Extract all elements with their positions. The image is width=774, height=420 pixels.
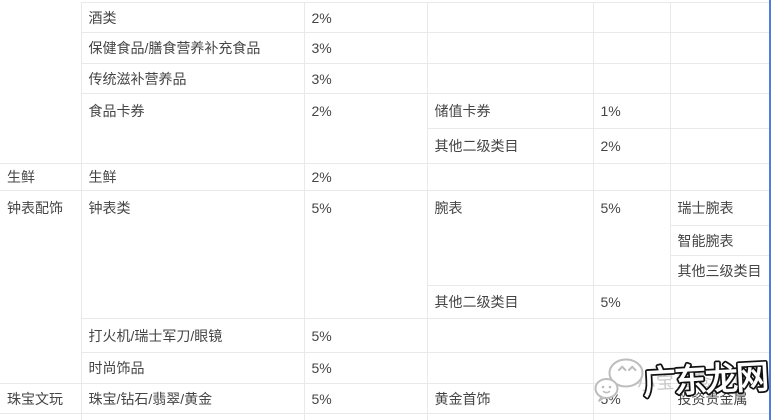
level2-rate-cell: 2% bbox=[303, 163, 428, 191]
level3-rate-cell: 5% bbox=[592, 383, 671, 414]
table-right-edge-line bbox=[769, 0, 771, 420]
table-row: 保健食品/膳食营养补充食品 3% bbox=[0, 32, 770, 64]
table-row-clipped bbox=[0, 413, 770, 420]
level3-name-cell: 其他二级类目 bbox=[426, 285, 594, 319]
table-row: 钟表配饰 钟表类 5% 腕表 5% 瑞士腕表 bbox=[0, 190, 770, 384]
level2-rate-cell: 3% bbox=[303, 63, 428, 94]
level3-name-cell: 储值卡券 bbox=[426, 93, 594, 129]
level2-name-cell: 保健食品/膳食营养补充食品 bbox=[80, 32, 305, 64]
level4-name-cell: 智能腕表 bbox=[669, 225, 770, 256]
table-row: 其他三级类目 bbox=[0, 255, 770, 286]
empty-cell bbox=[592, 163, 671, 191]
level2-name-cell: 打火机/瑞士军刀/眼镜 bbox=[80, 318, 305, 353]
level3-rate-cell: 1% bbox=[592, 93, 671, 129]
empty-cell bbox=[592, 32, 671, 64]
level1-name-cell: 珠宝文玩 bbox=[0, 383, 82, 414]
level2-rate-cell: 5% bbox=[303, 383, 428, 414]
empty-cell bbox=[669, 128, 770, 164]
empty-cell bbox=[592, 413, 671, 420]
empty-cell bbox=[669, 63, 770, 94]
empty-cell bbox=[426, 413, 594, 420]
empty-cell bbox=[426, 63, 594, 94]
level2-name-cell: 食品卡券 bbox=[80, 93, 305, 164]
empty-cell bbox=[0, 413, 82, 420]
level2-name-cell: 钟表类 bbox=[80, 190, 305, 319]
table-row: 酒类 2% bbox=[0, 2, 770, 164]
empty-cell bbox=[669, 318, 770, 353]
empty-cell bbox=[669, 352, 770, 384]
empty-cell bbox=[303, 413, 428, 420]
empty-cell bbox=[669, 2, 770, 33]
empty-cell bbox=[80, 413, 305, 420]
empty-cell bbox=[426, 318, 594, 353]
level4-name-cell: 其他三级类目 bbox=[669, 255, 770, 286]
level3-rate-cell: 5% bbox=[592, 190, 671, 286]
level2-name-cell: 时尚饰品 bbox=[80, 352, 305, 384]
empty-cell bbox=[669, 93, 770, 129]
level3-name-cell: 其他二级类目 bbox=[426, 128, 594, 164]
level3-rate-cell: 5% bbox=[592, 285, 671, 319]
table-row: 生鲜 生鲜 2% bbox=[0, 163, 770, 191]
level3-name-cell: 黄金首饰 bbox=[426, 383, 594, 414]
empty-cell bbox=[426, 32, 594, 64]
empty-cell bbox=[426, 163, 594, 191]
table-row: 传统滋补营养品 3% bbox=[0, 63, 770, 94]
empty-cell bbox=[669, 413, 770, 420]
level2-rate-cell: 2% bbox=[303, 2, 428, 33]
level2-name-cell: 酒类 bbox=[80, 2, 305, 33]
empty-cell bbox=[592, 63, 671, 94]
level1-cell-empty bbox=[0, 2, 82, 164]
table-row: 珠宝文玩 珠宝/钻石/翡翠/黄金 5% 黄金首饰 5% 投资贵金属 bbox=[0, 383, 770, 414]
level2-rate-cell: 5% bbox=[303, 190, 428, 319]
level1-name-cell: 生鲜 bbox=[0, 163, 82, 191]
empty-cell bbox=[669, 32, 770, 64]
empty-cell bbox=[426, 352, 594, 384]
level3-rate-cell: 2% bbox=[592, 128, 671, 164]
level2-name-cell: 生鲜 bbox=[80, 163, 305, 191]
table-row: 打火机/瑞士军刀/眼镜 5% bbox=[0, 318, 770, 353]
level1-name-cell: 钟表配饰 bbox=[0, 190, 82, 384]
level4-name-cell: 瑞士腕表 bbox=[669, 190, 770, 226]
empty-cell bbox=[669, 163, 770, 191]
table-row: 食品卡券 2% 储值卡券 1% bbox=[0, 93, 770, 164]
level2-rate-cell: 5% bbox=[303, 318, 428, 353]
empty-cell bbox=[426, 2, 594, 33]
table-row: 时尚饰品 5% bbox=[0, 352, 770, 384]
table-row: 其他二级类目 5% bbox=[0, 285, 770, 319]
level2-name-cell: 珠宝/钻石/翡翠/黄金 bbox=[80, 383, 305, 414]
level3-name-cell: 腕表 bbox=[426, 190, 594, 286]
empty-cell bbox=[592, 318, 671, 353]
empty-cell bbox=[669, 285, 770, 319]
empty-cell bbox=[592, 352, 671, 384]
level4-name-cell-obscured: 投资贵金属 bbox=[669, 383, 770, 414]
level2-rate-cell: 5% bbox=[303, 352, 428, 384]
level2-rate-cell: 2% bbox=[303, 93, 428, 164]
level2-rate-cell: 3% bbox=[303, 32, 428, 64]
empty-cell bbox=[592, 2, 671, 33]
level2-name-cell: 传统滋补营养品 bbox=[80, 63, 305, 94]
